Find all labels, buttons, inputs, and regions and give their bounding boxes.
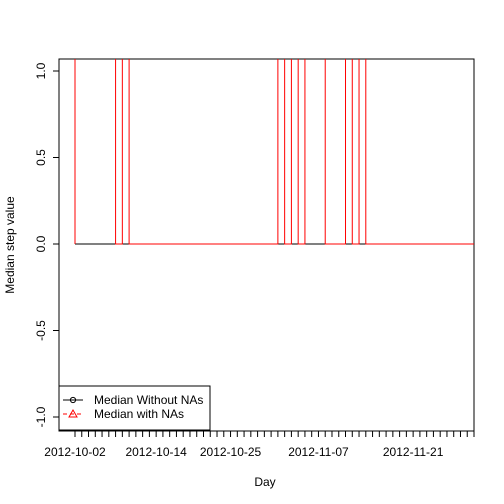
y-axis-title: Median step value [3,196,17,294]
x-axis-title: Day [254,475,275,489]
legend-box [58,385,211,431]
legend-marker-triangle [68,408,78,418]
legend-marker-circle [69,396,77,404]
x-tick-label: 2012-10-14 [125,445,187,459]
legend-label-with-nas: Median with NAs [94,407,184,421]
series-layer [74,59,474,245]
y-tick-label: 1.0 [34,62,48,79]
y-tick-label: 0.5 [34,149,48,166]
x-tick-label: 2012-10-02 [44,445,106,459]
y-tick-label: -0.5 [34,320,48,341]
y-tick-label: 0.0 [34,235,48,252]
y-axis: -1.0 -0.5 0.0 0.5 1.0 [34,62,59,427]
x-tick-label: 2012-11-07 [288,445,349,459]
legend-label-without-nas: Median Without NAs [94,393,203,407]
series-line-median-with-nas [74,59,474,245]
x-axis: 2012-10-02 2012-10-14 2012-10-25 2012-11-07… [44,431,475,459]
x-tick-label: 2012-10-25 [200,445,262,459]
x-tick-label: 2012-11-21 [383,445,444,459]
plot-area-border [58,58,475,432]
legend: Median Without NAs Median with NAs [58,385,211,431]
y-tick-label: -1.0 [34,406,48,427]
